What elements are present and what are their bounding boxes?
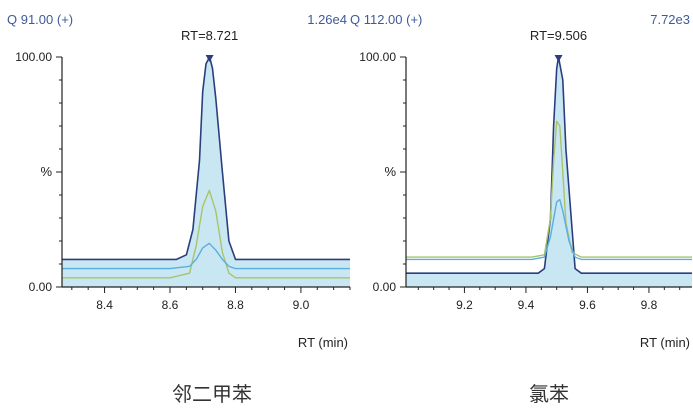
x-axis-label: RT (min) xyxy=(298,335,348,350)
y-tick-label: 100.00 xyxy=(15,50,52,64)
x-tick-label: 9.8 xyxy=(641,298,658,312)
y-axis-label: % xyxy=(384,164,396,179)
x-tick-label: 9.4 xyxy=(518,298,535,312)
x-tick-label: 9.2 xyxy=(456,298,473,312)
peak-area-fill xyxy=(62,57,350,287)
peak-rt-label: RT=9.506 xyxy=(530,28,587,43)
y-tick-label: 0.00 xyxy=(29,280,53,294)
trace-trace_green xyxy=(62,189,350,279)
x-tick-label: 8.8 xyxy=(227,298,244,312)
x-axis-label: RT (min) xyxy=(640,335,690,350)
channel-label: Q 91.00 (+) xyxy=(7,12,73,27)
intensity-label: 1.26e4 xyxy=(307,12,347,27)
x-tick-label: 9.6 xyxy=(579,298,596,312)
peak-marker-icon xyxy=(554,55,563,62)
peak-rt-label: RT=8.721 xyxy=(181,28,238,43)
chart-panel-2: Q 112.00 (+) 7.72e3 100.00 0.00% 9.2 9.4 9.6 9.… xyxy=(350,12,692,406)
trace-trace_light xyxy=(62,242,350,270)
x-tick-label: 8.6 xyxy=(162,298,179,312)
intensity-label: 7.72e3 xyxy=(650,12,690,27)
chart-panel-1: Q 91.00 (+) 1.26e4 100.00 0.00% 8.4 8.6 8.8 9.0… xyxy=(7,12,351,406)
x-tick-label: 8.4 xyxy=(96,298,113,312)
y-tick-label: 0.00 xyxy=(373,280,397,294)
compound-caption: 氯苯 xyxy=(529,383,569,406)
peak-marker-icon xyxy=(205,55,214,62)
trace-trace_light xyxy=(406,198,692,261)
x-tick-label: 9.0 xyxy=(293,298,310,312)
trace-trace_main xyxy=(406,56,692,274)
y-tick-label: 100.00 xyxy=(359,50,396,64)
trace-trace_main xyxy=(62,56,350,261)
compound-caption: 邻二甲苯 xyxy=(172,383,252,406)
y-axis-label: % xyxy=(40,164,52,179)
peak-area-fill xyxy=(406,57,692,287)
channel-label: Q 112.00 (+) xyxy=(350,12,422,27)
